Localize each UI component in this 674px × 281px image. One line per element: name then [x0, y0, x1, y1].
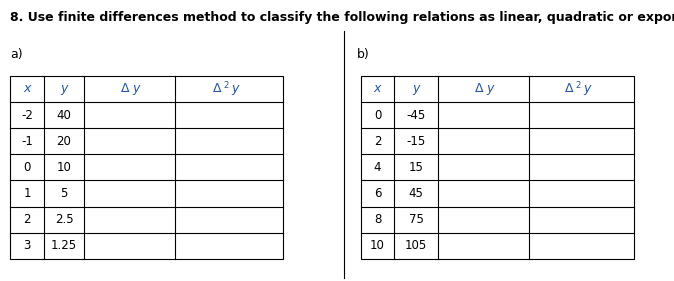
Text: 10: 10 — [57, 161, 71, 174]
Text: 2: 2 — [576, 81, 580, 90]
Text: x: x — [374, 82, 381, 96]
Text: 1: 1 — [23, 187, 31, 200]
Text: 5: 5 — [61, 187, 67, 200]
Bar — [10, 76, 283, 259]
Text: Δ: Δ — [565, 82, 574, 96]
Bar — [361, 76, 634, 259]
Text: 40: 40 — [57, 108, 71, 122]
Text: -2: -2 — [21, 108, 33, 122]
Text: Δ: Δ — [121, 82, 129, 96]
Text: Δ: Δ — [213, 82, 221, 96]
Text: 2: 2 — [23, 213, 31, 226]
Text: 6: 6 — [373, 187, 381, 200]
Text: -45: -45 — [406, 108, 426, 122]
Text: y: y — [133, 82, 140, 96]
Text: x: x — [24, 82, 30, 96]
Text: 3: 3 — [24, 239, 30, 252]
Text: 2.5: 2.5 — [55, 213, 73, 226]
Text: y: y — [61, 82, 67, 96]
Text: -1: -1 — [21, 135, 33, 148]
Text: 45: 45 — [408, 187, 424, 200]
Text: y: y — [583, 82, 590, 96]
Text: 10: 10 — [370, 239, 385, 252]
Text: -15: -15 — [406, 135, 426, 148]
Text: 0: 0 — [374, 108, 381, 122]
Text: 15: 15 — [408, 161, 424, 174]
Text: b): b) — [357, 48, 370, 61]
Text: a): a) — [10, 48, 23, 61]
Text: 2: 2 — [223, 81, 228, 90]
Text: 20: 20 — [57, 135, 71, 148]
Text: y: y — [412, 82, 420, 96]
Text: 2: 2 — [373, 135, 381, 148]
Text: Δ: Δ — [474, 82, 483, 96]
Text: 105: 105 — [405, 239, 427, 252]
Text: y: y — [487, 82, 494, 96]
Text: 1.25: 1.25 — [51, 239, 77, 252]
Text: 8. Use finite differences method to classify the following relations as linear, : 8. Use finite differences method to clas… — [10, 11, 674, 24]
Text: 4: 4 — [373, 161, 381, 174]
Text: 75: 75 — [408, 213, 424, 226]
Text: y: y — [231, 82, 238, 96]
Text: 0: 0 — [24, 161, 30, 174]
Text: 8: 8 — [374, 213, 381, 226]
